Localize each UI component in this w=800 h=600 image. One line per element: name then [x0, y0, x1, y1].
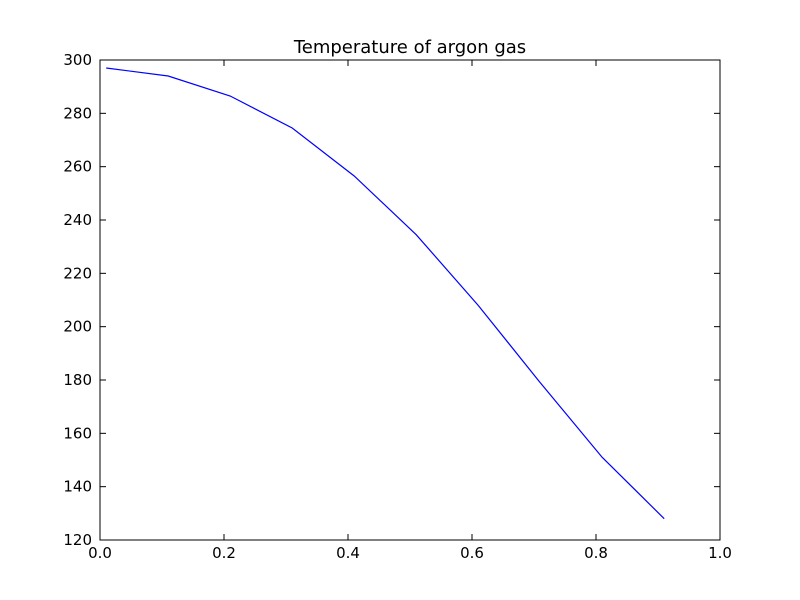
y-tick-label: 200 [63, 318, 92, 336]
x-tick-label: 0.6 [460, 544, 484, 562]
y-tick-label: 180 [63, 371, 92, 389]
y-tick-label: 140 [63, 478, 92, 496]
y-tick-label: 280 [63, 104, 92, 122]
chart-title: Temperature of argon gas [293, 37, 526, 58]
axis-ticks [99, 59, 721, 541]
x-tick-label: 0.4 [336, 544, 360, 562]
y-tick-label: 260 [63, 158, 92, 176]
x-tick-label: 0.0 [88, 544, 112, 562]
y-tick-label: 240 [63, 211, 92, 229]
tick-labels: 0.0 0.2 0.4 0.6 0.8 1.0 120 140 160 180 200 220 240 2… [63, 51, 732, 562]
y-tick-label: 220 [63, 264, 92, 282]
y-tick-label: 160 [63, 424, 92, 442]
series-line [106, 67, 665, 520]
y-tick-label: 120 [63, 531, 92, 549]
x-tick-label: 1.0 [708, 544, 732, 562]
plot-area [106, 67, 665, 520]
axes-frame [99, 59, 721, 541]
y-tick-label: 300 [63, 51, 92, 69]
x-tick-label: 0.8 [584, 544, 608, 562]
x-tick-label: 0.2 [212, 544, 236, 562]
